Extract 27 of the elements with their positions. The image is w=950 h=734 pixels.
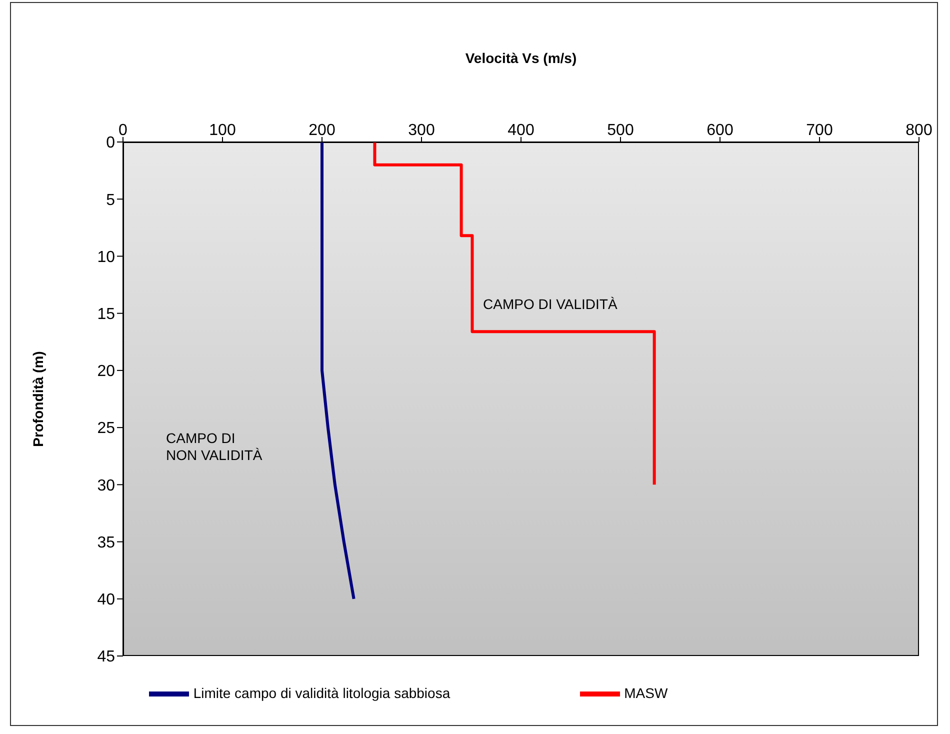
- annotation: CAMPO DI NON VALIDITÀ: [166, 430, 262, 464]
- annotation: CAMPO DI VALIDITÀ: [483, 296, 618, 313]
- y-tick-label: 35: [97, 534, 116, 552]
- y-tick-label: 45: [97, 648, 116, 666]
- x-tick-label: 200: [308, 122, 336, 139]
- y-tick-label: 15: [97, 306, 116, 324]
- x-tick-label: 800: [906, 122, 932, 139]
- x-tick-label: 600: [706, 122, 734, 139]
- y-tick-label: 10: [97, 248, 116, 266]
- x-tick-label: 400: [508, 122, 534, 139]
- legend-label: Limite campo di validità litologia sabbiosa: [193, 684, 450, 701]
- y-tick-label: 20: [97, 363, 116, 380]
- line-series: [320, 142, 356, 600]
- y-tick-label: 30: [97, 477, 116, 494]
- y-tick-label: 25: [97, 420, 116, 438]
- y-tick-label: 40: [97, 592, 116, 609]
- x-axis-title: Velocità Vs (m/s): [464, 50, 578, 66]
- x-tick-label: 500: [607, 122, 634, 139]
- y-tick-label: 5: [106, 192, 116, 209]
- x-tick-label: 0: [118, 122, 128, 139]
- y-axis-title: Profondità (m): [30, 351, 46, 447]
- x-tick-label: 700: [806, 122, 833, 139]
- x-tick-label: 300: [408, 122, 435, 139]
- legend-label: MASW: [624, 684, 668, 701]
- x-tick-label: 100: [209, 122, 236, 139]
- line-series: [373, 142, 656, 486]
- y-tick-label: 0: [106, 134, 116, 152]
